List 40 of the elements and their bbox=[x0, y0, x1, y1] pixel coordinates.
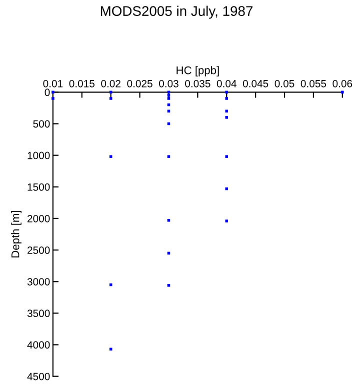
x-tick-label: 0.03 bbox=[159, 80, 178, 88]
x-tick-label: 0.05 bbox=[274, 80, 294, 88]
x-axis-title: HC [ppb] bbox=[176, 66, 219, 76]
y-tick-label: 500 bbox=[33, 120, 50, 128]
point bbox=[225, 220, 228, 222]
x-tick-label: 0.06 bbox=[332, 80, 352, 88]
point bbox=[167, 97, 170, 100]
y-tick-label: 1000 bbox=[28, 152, 50, 160]
point bbox=[225, 97, 228, 100]
point bbox=[52, 97, 54, 100]
y-tick-label: 4000 bbox=[27, 341, 50, 349]
point bbox=[167, 110, 170, 112]
point bbox=[52, 90, 54, 94]
x-tick-label: 0.04 bbox=[216, 80, 236, 88]
point bbox=[167, 155, 170, 158]
point bbox=[225, 90, 228, 94]
y-tick-label: 3500 bbox=[27, 310, 50, 318]
x-tick-label: 0.025 bbox=[127, 80, 152, 88]
point bbox=[167, 284, 170, 287]
x-tick-label: 0.055 bbox=[300, 80, 326, 88]
point bbox=[225, 110, 228, 112]
point bbox=[225, 187, 228, 190]
chart-title: MODS2005 in July, 1987 bbox=[100, 6, 252, 19]
y-tick-label: 4500 bbox=[27, 372, 50, 380]
x-tick-label: 0.045 bbox=[242, 80, 268, 88]
point bbox=[109, 155, 112, 158]
y-tick-label: 1500 bbox=[28, 183, 50, 191]
point bbox=[341, 90, 344, 94]
y-tick-label: 0 bbox=[44, 88, 50, 96]
x-tick-label: 0.02 bbox=[101, 80, 120, 88]
point bbox=[225, 116, 228, 119]
y-axis-title: Depth [m] bbox=[11, 210, 22, 258]
x-tick-label: 0.035 bbox=[185, 80, 210, 88]
y-tick-label: 3000 bbox=[27, 278, 50, 286]
point bbox=[225, 155, 228, 158]
x-tick-label: 0.01 bbox=[43, 80, 63, 88]
point bbox=[109, 97, 112, 100]
x-tick-label: 0.015 bbox=[69, 80, 94, 88]
y-tick-label: 2500 bbox=[28, 246, 50, 254]
y-tick-label: 2000 bbox=[28, 214, 50, 222]
